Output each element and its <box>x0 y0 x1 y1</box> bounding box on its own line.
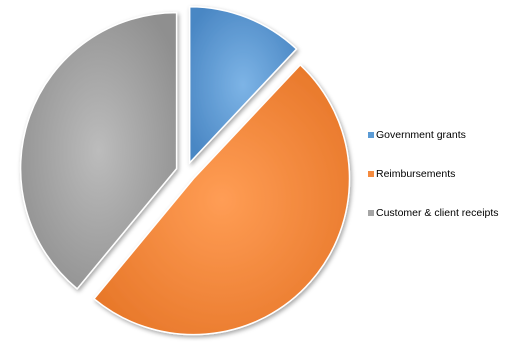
legend-label-reimbursements: Reimbursements <box>376 167 456 180</box>
legend-swatch-customer-client-receipts <box>368 209 374 216</box>
legend-label-customer-client-receipts: Customer & client receipts <box>376 206 499 219</box>
legend-swatch-reimbursements <box>368 170 374 177</box>
legend-item-reimbursements: Reimbursements <box>368 167 499 180</box>
pie-slice-reimbursements <box>93 63 351 336</box>
chart-legend: Government grants Reimbursements Custome… <box>368 128 499 245</box>
pie-slice-government-grants <box>188 5 298 165</box>
legend-item-government-grants: Government grants <box>368 128 499 141</box>
legend-label-government-grants: Government grants <box>376 128 466 141</box>
pie-slice-customer-client-receipts <box>19 11 178 290</box>
legend-swatch-government-grants <box>368 131 374 138</box>
legend-item-customer-client-receipts: Customer & client receipts <box>368 206 499 219</box>
